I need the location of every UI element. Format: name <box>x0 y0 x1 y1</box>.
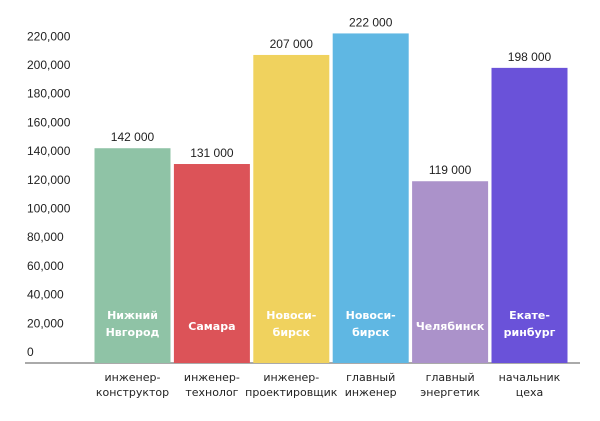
x-category-label: инженер <box>345 386 397 399</box>
bar-city-label: Нвгород <box>106 326 160 339</box>
x-category-label: инженер- <box>105 371 161 384</box>
y-tick-label: 0 <box>27 345 34 359</box>
bar-value-label: 142 000 <box>111 130 155 144</box>
y-tick-label: 60,000 <box>27 259 64 273</box>
bar-value-label: 131 000 <box>190 146 234 160</box>
x-category-label: конструктор <box>96 386 169 399</box>
bar-city-label: ринбург <box>504 326 556 339</box>
y-tick-label: 40,000 <box>27 288 64 302</box>
x-category-label: инженер- <box>263 371 319 384</box>
bar-value-label: 207 000 <box>270 37 314 51</box>
y-tick-label: 100,000 <box>27 202 71 216</box>
bar-city-label: бирск <box>352 326 390 339</box>
y-tick-label: 160,000 <box>27 115 71 129</box>
x-category-label: технолог <box>185 386 238 399</box>
bar <box>253 54 330 363</box>
x-category-label: начальник <box>499 371 561 384</box>
bar <box>94 148 171 363</box>
y-tick-label: 140,000 <box>27 144 71 158</box>
bar <box>491 67 568 364</box>
y-tick-label: 180,000 <box>27 87 71 101</box>
bar <box>332 33 409 364</box>
bar-city-label: Нижний <box>107 309 158 322</box>
bar <box>412 181 489 363</box>
bar-city-label: Новоси- <box>346 309 396 322</box>
x-category-label: главный <box>426 371 475 384</box>
x-category-label: инженер- <box>184 371 240 384</box>
y-tick-label: 220,000 <box>27 29 71 43</box>
bar-city-label: Челябинск <box>416 320 485 333</box>
y-tick-label: 120,000 <box>27 173 71 187</box>
bar-value-label: 222 000 <box>349 15 393 29</box>
bar-city-label: Новоси- <box>266 309 316 322</box>
bar <box>173 164 250 363</box>
bar-city-label: бирск <box>273 326 311 339</box>
y-tick-label: 200,000 <box>27 58 71 72</box>
bar-value-label: 119 000 <box>429 163 472 177</box>
x-category-label: энергетик <box>420 386 480 399</box>
y-tick-label: 80,000 <box>27 230 64 244</box>
x-category-label: проектировщик <box>245 386 338 399</box>
bars: 142 000 Нижний Нвгород 131 000 Самара 207 000… <box>94 15 568 364</box>
bar-city-label: Самара <box>188 320 235 333</box>
x-category-label: цеха <box>516 386 544 399</box>
y-axis: 0 20,000 40,000 60,000 80,000 100,000 120,000 1… <box>27 29 71 359</box>
bar-city-label: Екате- <box>509 309 550 322</box>
y-tick-label: 20,000 <box>27 316 64 330</box>
bar-value-label: 198 000 <box>508 50 552 64</box>
x-axis-labels: инженер-конструктор инженер-технолог инжен… <box>96 371 561 399</box>
x-category-label: главный <box>346 371 395 384</box>
